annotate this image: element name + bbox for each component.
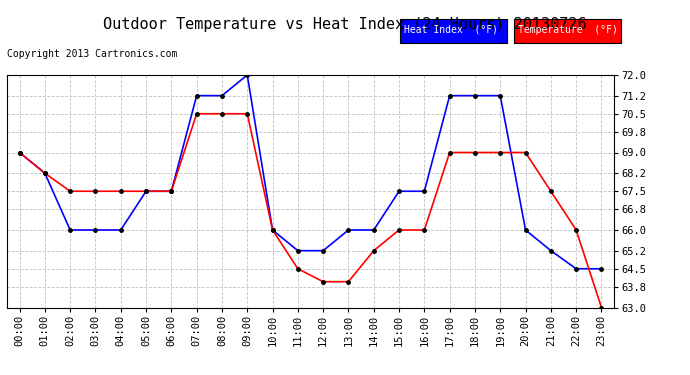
Text: Heat Index  (°F): Heat Index (°F) (404, 25, 497, 35)
Text: Outdoor Temperature vs Heat Index (24 Hours) 20130726: Outdoor Temperature vs Heat Index (24 Ho… (104, 17, 586, 32)
Text: Copyright 2013 Cartronics.com: Copyright 2013 Cartronics.com (7, 49, 177, 59)
Text: Temperature  (°F): Temperature (°F) (518, 25, 618, 35)
